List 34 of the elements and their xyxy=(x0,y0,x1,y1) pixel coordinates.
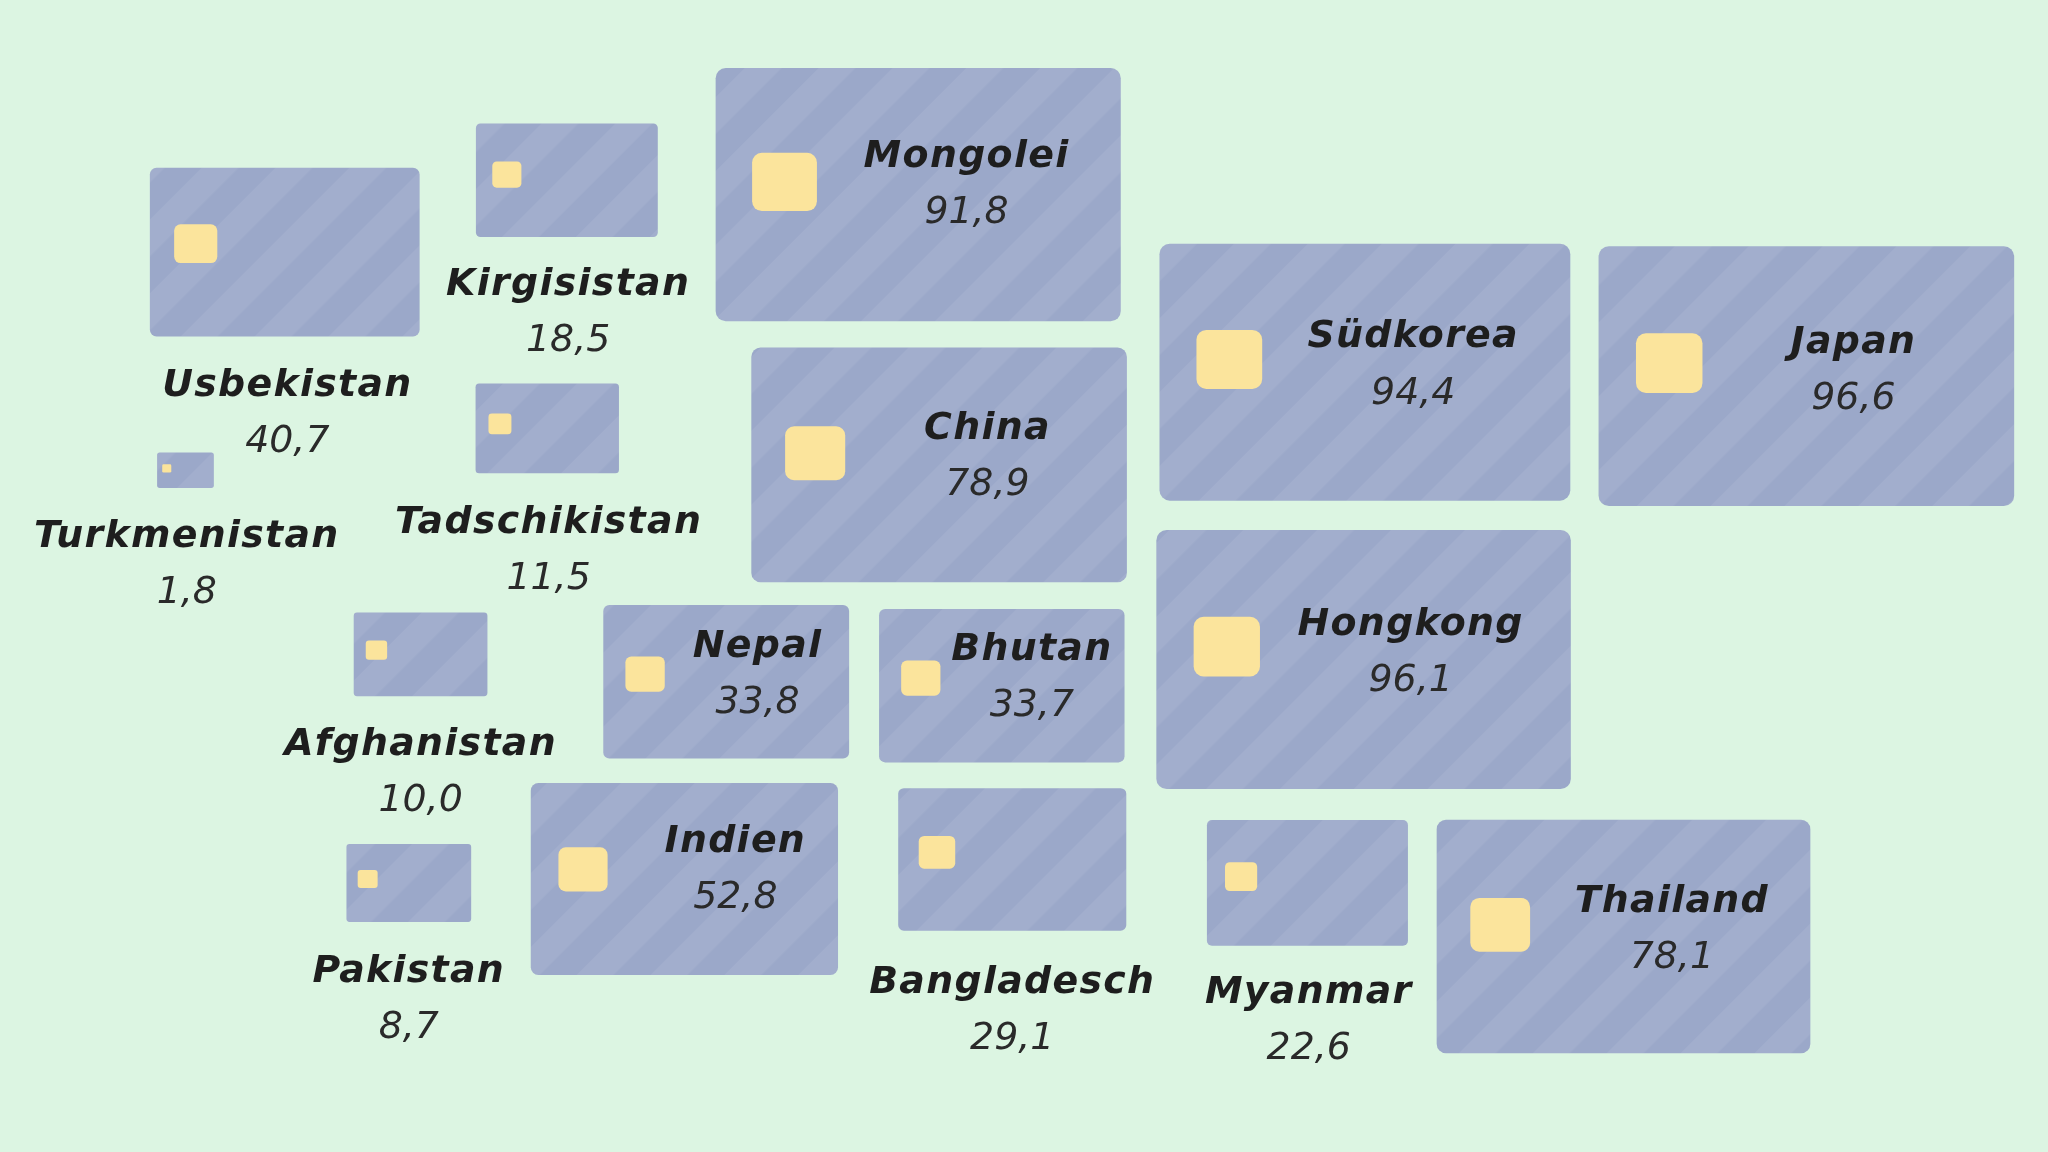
category-label: Usbekistan xyxy=(162,360,413,405)
data-label: 52,8 xyxy=(693,872,778,917)
data-label: 11,5 xyxy=(506,554,591,599)
data-label: 33,7 xyxy=(989,680,1074,725)
category-label: Japan xyxy=(1783,317,1917,362)
category-label: Myanmar xyxy=(1204,968,1414,1013)
category-label: Afghanistan xyxy=(281,719,557,764)
data-label: 18,5 xyxy=(526,316,611,361)
category-label: Hongkong xyxy=(1297,599,1524,644)
category-label: Südkorea xyxy=(1307,312,1519,357)
data-label: 78,9 xyxy=(945,460,1030,505)
category-label: Turkmenistan xyxy=(33,512,340,557)
category-label: China xyxy=(924,403,1051,448)
data-label: 40,7 xyxy=(245,416,330,461)
data-label: 22,6 xyxy=(1266,1024,1351,1069)
category-label: Kirgisistan xyxy=(446,260,691,305)
category-label: Indien xyxy=(664,816,807,861)
category-label: Tadschikistan xyxy=(394,497,703,542)
data-label: 78,1 xyxy=(1629,932,1714,977)
data-label: 8,7 xyxy=(378,1003,439,1048)
data-label: 29,1 xyxy=(970,1013,1055,1058)
data-label: 96,6 xyxy=(1811,373,1896,418)
category-label: Thailand xyxy=(1574,876,1770,921)
category-label: Pakistan xyxy=(312,947,506,992)
data-label: 1,8 xyxy=(156,568,217,613)
category-label: Nepal xyxy=(692,622,823,667)
data-label: 10,0 xyxy=(378,776,463,821)
category-label: Mongolei xyxy=(863,132,1070,177)
data-label: 33,8 xyxy=(715,678,800,723)
category-label: Bangladesch xyxy=(869,957,1156,1002)
data-label: 91,8 xyxy=(924,188,1009,233)
data-label: 94,4 xyxy=(1371,368,1456,413)
category-label: Bhutan xyxy=(951,624,1113,669)
data-label: 96,1 xyxy=(1368,655,1453,700)
